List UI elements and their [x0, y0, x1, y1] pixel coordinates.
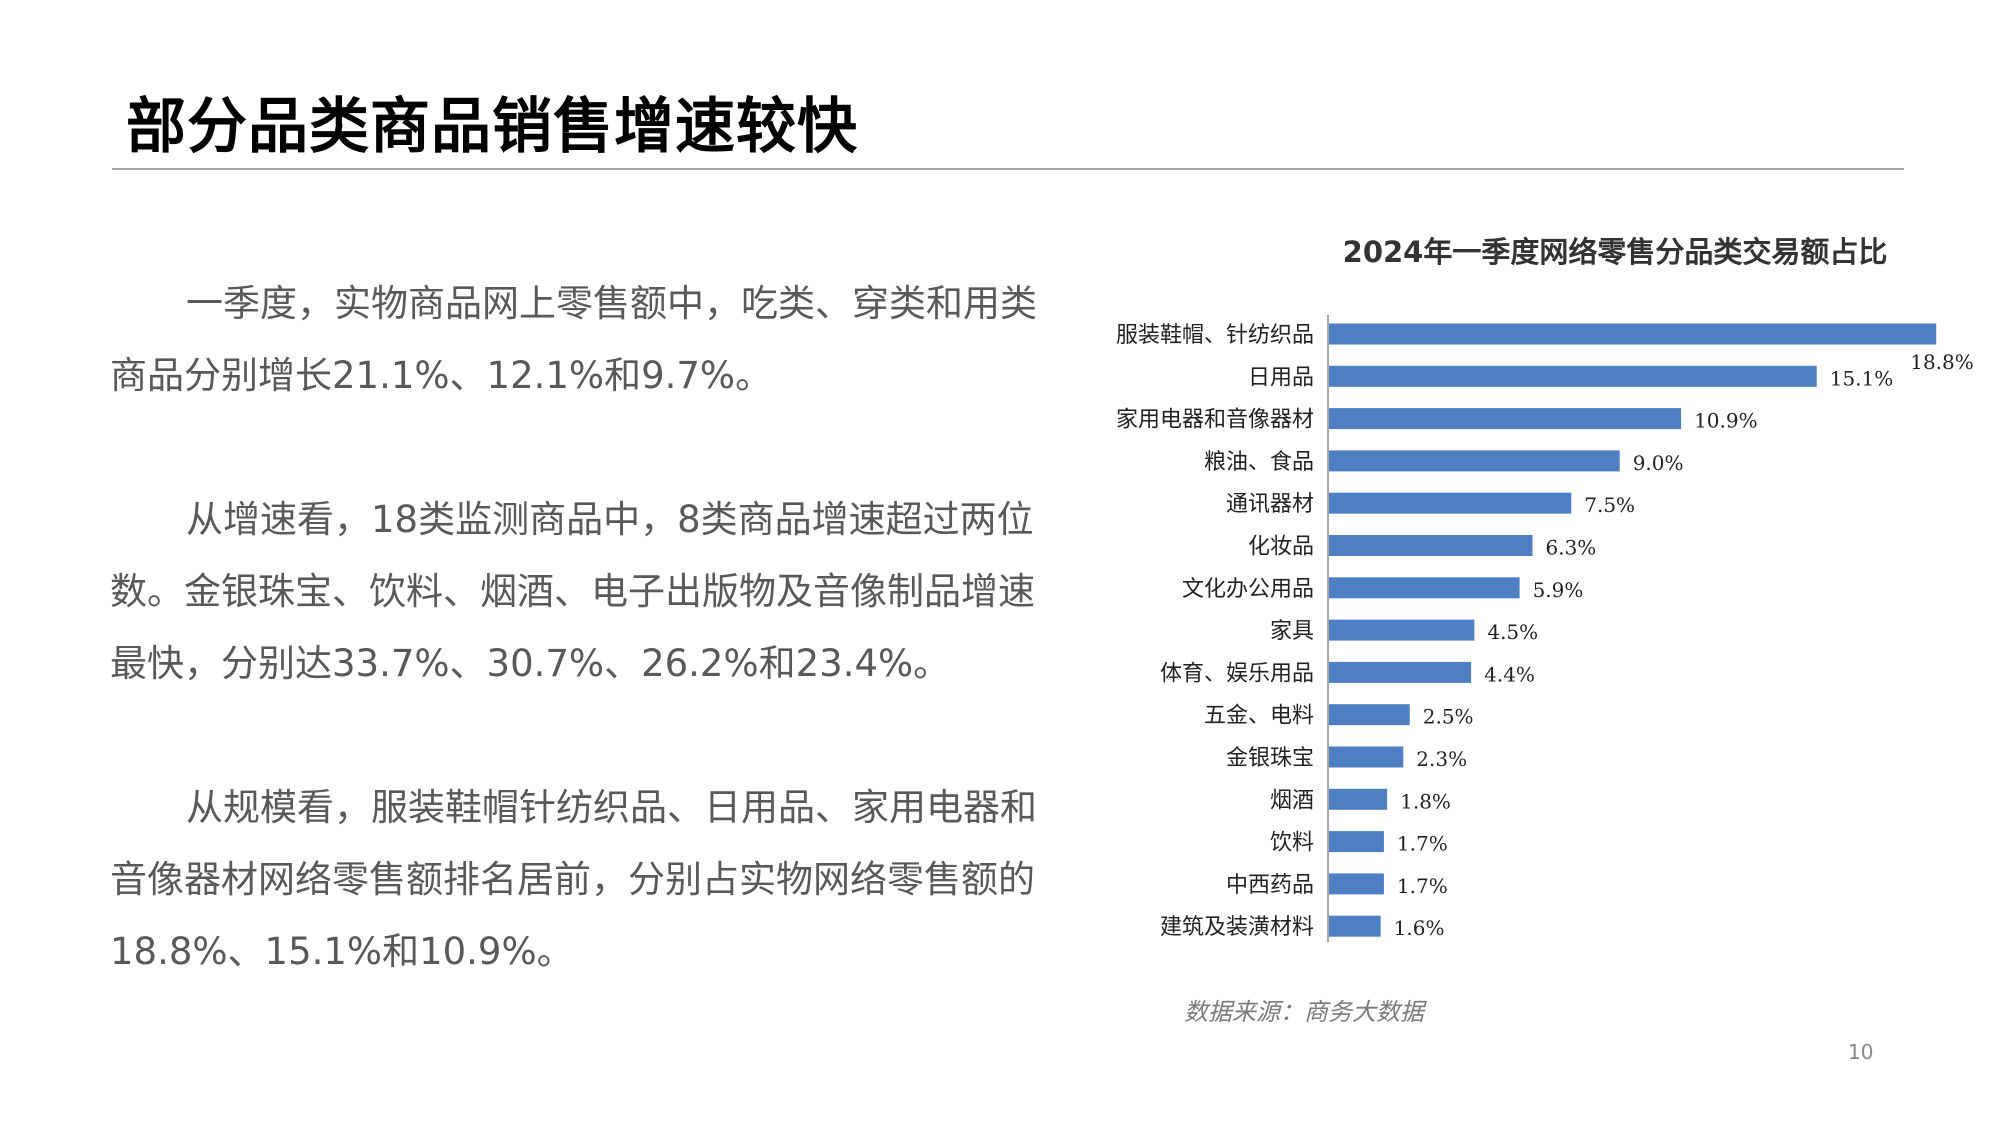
chart-data-label: 1.6% [1394, 916, 1445, 940]
chart-category-label: 通讯器材 [1226, 492, 1314, 517]
chart-category-label: 化妆品 [1248, 535, 1314, 560]
chart-data-label: 1.7% [1397, 832, 1448, 856]
chart-bar [1329, 365, 1817, 387]
chart-bar [1329, 915, 1381, 937]
paragraph-category-growth: 一季度，实物商品网上零售额中，吃类、穿类和用类商品分别增长21.1%、12.1%… [110, 282, 1037, 397]
chart-data-label: 6.3% [1545, 536, 1596, 560]
chart-data-label: 7.5% [1584, 493, 1635, 517]
chart-category-label: 五金、电料 [1204, 704, 1314, 729]
chart-data-label: 4.4% [1484, 662, 1535, 686]
chart-data-label: 4.5% [1487, 620, 1538, 644]
source-note: 数据来源：商务大数据 [1184, 998, 1424, 1026]
paragraph-scale: 从规模看，服装鞋帽针纺织品、日用品、家用电器和音像器材网络零售额排名居前，分别占… [110, 786, 1037, 973]
chart-bar [1329, 619, 1475, 641]
chart-bar [1329, 492, 1572, 514]
chart-bar [1329, 661, 1472, 683]
body-text: 一季度，实物商品网上零售额中，吃类、穿类和用类商品分别增长21.1%、12.1%… [110, 268, 1070, 988]
chart-title: 2024年一季度网络零售分品类交易额占比 [1343, 235, 1888, 269]
chart-data-label: 5.9% [1533, 578, 1584, 602]
chart-bar [1329, 450, 1620, 472]
chart-category-label: 金银珠宝 [1226, 746, 1314, 771]
chart-category-label: 建筑及装潢材料 [1160, 915, 1314, 940]
chart-bar [1329, 577, 1520, 599]
chart-data-label: 9.0% [1633, 451, 1684, 475]
chart-data-label: 1.7% [1397, 874, 1448, 898]
chart-bar [1329, 873, 1384, 895]
chart-category-label: 粮油、食品 [1204, 450, 1314, 475]
chart-category-label: 烟酒 [1270, 788, 1314, 813]
category-share-bar-chart: 2024年一季度网络零售分品类交易额占比 服装鞋帽、针纺织品 18.8% 日用品 15… [1116, 235, 1974, 942]
chart-bars: 服装鞋帽、针纺织品 18.8% 日用品 15.1% 家用电器和音像器材 10.9% 粮油、食… [1116, 323, 1974, 940]
chart-data-label: 10.9% [1694, 409, 1758, 433]
chart-bar [1329, 323, 1937, 345]
chart-category-label: 饮料 [1270, 831, 1314, 856]
chart-category-label: 体育、娱乐用品 [1160, 661, 1314, 686]
paragraph-growth-speed: 从增速看，18类监测商品中，8类商品增速超过两位数。金银珠宝、饮料、烟酒、电子出… [110, 498, 1035, 685]
chart-category-label: 服装鞋帽、针纺织品 [1116, 323, 1314, 348]
chart-bar [1329, 704, 1410, 726]
chart-bar [1329, 535, 1533, 556]
chart-category-label: 家用电器和音像器材 [1116, 408, 1314, 433]
page-number: 10 [1848, 1040, 1874, 1064]
chart-category-label: 文化办公用品 [1182, 577, 1314, 602]
chart-data-label: 2.5% [1423, 705, 1474, 729]
chart-category-label: 家具 [1270, 619, 1314, 644]
chart-bar [1329, 788, 1388, 810]
chart-data-label: 18.8% [1910, 350, 1974, 374]
chart-data-label: 15.1% [1830, 366, 1894, 390]
chart-data-label: 1.8% [1400, 789, 1451, 813]
chart-bar [1329, 408, 1682, 430]
slide-title: 部分品类商品销售增速较快 [126, 92, 858, 162]
chart-category-label: 中西药品 [1226, 873, 1314, 898]
chart-category-label: 日用品 [1248, 365, 1314, 390]
chart-data-label: 2.3% [1416, 747, 1467, 771]
chart-bar [1329, 831, 1384, 853]
chart-bar [1329, 746, 1404, 768]
title-divider [112, 168, 1904, 170]
